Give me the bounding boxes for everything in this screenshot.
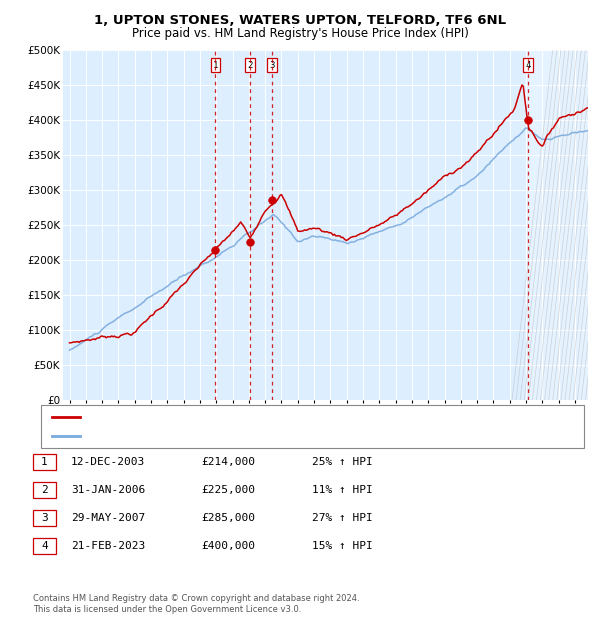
- Text: 4: 4: [41, 541, 48, 551]
- Text: 3: 3: [41, 513, 48, 523]
- Text: £214,000: £214,000: [201, 457, 255, 467]
- Text: 11% ↑ HPI: 11% ↑ HPI: [312, 485, 373, 495]
- Text: 12-DEC-2003: 12-DEC-2003: [71, 457, 145, 467]
- Text: £400,000: £400,000: [201, 541, 255, 551]
- Text: 15% ↑ HPI: 15% ↑ HPI: [312, 541, 373, 551]
- Text: HPI: Average price, detached house, Telford and Wrekin: HPI: Average price, detached house, Telf…: [86, 431, 357, 441]
- Text: Price paid vs. HM Land Registry's House Price Index (HPI): Price paid vs. HM Land Registry's House …: [131, 27, 469, 40]
- Text: 29-MAY-2007: 29-MAY-2007: [71, 513, 145, 523]
- Text: 3: 3: [269, 61, 275, 69]
- Text: 1, UPTON STONES, WATERS UPTON, TELFORD, TF6 6NL (detached house): 1, UPTON STONES, WATERS UPTON, TELFORD, …: [86, 412, 445, 422]
- Text: 21-FEB-2023: 21-FEB-2023: [71, 541, 145, 551]
- Text: 4: 4: [526, 61, 531, 69]
- Text: 25% ↑ HPI: 25% ↑ HPI: [312, 457, 373, 467]
- Text: 2: 2: [247, 61, 253, 69]
- Text: 27% ↑ HPI: 27% ↑ HPI: [312, 513, 373, 523]
- Text: This data is licensed under the Open Government Licence v3.0.: This data is licensed under the Open Gov…: [33, 604, 301, 614]
- Text: 1: 1: [213, 61, 218, 69]
- Text: 1: 1: [41, 457, 48, 467]
- Text: £285,000: £285,000: [201, 513, 255, 523]
- Text: £225,000: £225,000: [201, 485, 255, 495]
- Bar: [529, 50, 600, 400]
- Text: 2: 2: [41, 485, 48, 495]
- Text: 1, UPTON STONES, WATERS UPTON, TELFORD, TF6 6NL: 1, UPTON STONES, WATERS UPTON, TELFORD, …: [94, 14, 506, 27]
- Text: 31-JAN-2006: 31-JAN-2006: [71, 485, 145, 495]
- Text: Contains HM Land Registry data © Crown copyright and database right 2024.: Contains HM Land Registry data © Crown c…: [33, 593, 359, 603]
